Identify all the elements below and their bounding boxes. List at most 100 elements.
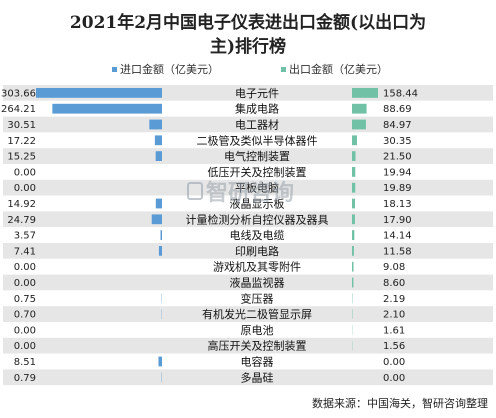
row-band [3, 258, 493, 275]
import-value-label: 24.79 [7, 215, 36, 226]
export-bar [352, 261, 354, 272]
category-label: 低压开关及控制装置 [208, 165, 307, 179]
import-bar [36, 88, 162, 98]
row-band [3, 322, 493, 338]
legend-label-export: 出口金额（亿美元） [289, 62, 388, 76]
export-value-label: 8.60 [383, 278, 405, 289]
import-value-label: 264.21 [1, 104, 36, 115]
export-value-label: 17.90 [383, 215, 412, 226]
chart-title-line-1: 2021年2月中国电子仪表进出口金额(以出口为 [70, 12, 426, 33]
export-value-label: 19.94 [383, 167, 412, 178]
row-band [3, 353, 493, 370]
row-band [3, 179, 493, 196]
export-value-label: 2.10 [383, 310, 405, 321]
row-band [3, 164, 493, 180]
export-value-label: 21.50 [383, 152, 412, 163]
row-band [3, 116, 493, 133]
watermark: 智研咨询 [187, 180, 294, 206]
import-value-label: 8.51 [14, 357, 36, 368]
import-value-label: 3.57 [14, 231, 36, 242]
import-value-label: 7.41 [14, 246, 36, 257]
category-label: 平板电脑 [235, 181, 279, 195]
category-label: 电线及电缆 [230, 228, 285, 242]
export-value-label: 9.08 [383, 262, 405, 273]
import-value-label: 0.00 [14, 341, 36, 352]
row-band [3, 274, 493, 291]
export-bar [352, 246, 354, 256]
export-value-label: 158.44 [383, 88, 418, 99]
export-bar [352, 103, 367, 114]
watermark-text: 智研咨询 [206, 180, 294, 206]
export-bar [352, 277, 354, 288]
row-band [3, 211, 493, 228]
category-label: 电子元件 [235, 87, 279, 100]
import-value-label: 0.00 [14, 262, 36, 273]
import-value-label: 0.00 [14, 183, 36, 194]
category-label: 液晶显示板 [230, 197, 285, 211]
category-label: 二极管及类似半导体器件 [197, 133, 318, 147]
export-value-label: 19.89 [383, 183, 412, 194]
import-bar [155, 198, 162, 209]
import-bar [52, 103, 162, 114]
export-bar [352, 167, 356, 177]
watermark-logo-icon [187, 182, 203, 200]
import-value-label: 0.00 [14, 278, 36, 289]
category-label: 游戏机及其零附件 [213, 260, 301, 274]
category-label: 电气控制装置 [224, 149, 290, 163]
category-label: 多晶硅 [241, 370, 274, 384]
category-label: 电容器 [241, 355, 274, 369]
legend-swatch-export [281, 67, 286, 72]
row-band [3, 290, 493, 307]
export-value-label: 88.69 [383, 104, 412, 115]
category-label: 电工器材 [235, 118, 279, 132]
bars [36, 88, 378, 383]
export-bar [352, 182, 356, 193]
export-bar [352, 214, 355, 225]
row-band [3, 337, 493, 354]
export-value-label: 11.58 [383, 246, 412, 257]
import-bar [154, 135, 162, 146]
category-label: 计量检测分析自控仪器及器具 [186, 212, 329, 226]
legend-swatch-import [112, 67, 117, 72]
export-value-label: 0.00 [383, 357, 405, 368]
export-bar [352, 151, 356, 161]
row-band [3, 306, 493, 322]
category-label: 有机发光二极管显示屏 [202, 307, 312, 321]
import-value-label: 0.00 [14, 325, 36, 336]
import-bar [158, 246, 162, 256]
chart-title-line-2: 主)排行榜 [210, 36, 286, 57]
import-value-label: 17.22 [7, 136, 36, 147]
legend-label-import: 进口金额（亿美元） [120, 62, 219, 76]
export-value-label: 1.56 [383, 341, 405, 352]
import-value-label: 0.79 [14, 373, 36, 384]
category-label: 原电池 [241, 324, 274, 337]
export-bar [352, 119, 366, 130]
import-bar [155, 151, 162, 161]
export-value-label: 30.35 [383, 136, 412, 147]
export-value-label: 1.61 [383, 325, 405, 336]
export-bar [352, 88, 378, 98]
export-bar [352, 230, 355, 240]
category-label: 集成电路 [235, 102, 279, 116]
import-value-label: 0.70 [14, 310, 36, 321]
import-bar [151, 214, 162, 225]
export-value-label: 2.19 [383, 294, 405, 305]
row-band [3, 227, 493, 243]
export-value-label: 84.97 [383, 120, 412, 131]
row-band [3, 195, 493, 212]
source-note: 数据来源：中国海关，智研咨询整理 [312, 396, 488, 410]
import-value-label: 303.66 [1, 88, 36, 99]
import-value-label: 15.25 [7, 152, 36, 163]
legend: 进口金额（亿美元） 出口金额（亿美元） [112, 62, 388, 76]
import-value-label: 0.75 [14, 294, 36, 305]
import-bar [160, 230, 162, 240]
export-bar [352, 135, 357, 146]
row-band [3, 243, 493, 259]
export-value-label: 14.14 [383, 231, 412, 242]
category-label: 高压开关及控制装置 [208, 339, 307, 353]
category-label: 液晶监视器 [230, 276, 285, 290]
export-bar [352, 198, 355, 209]
row-band [3, 148, 493, 164]
import-bar [149, 119, 162, 130]
